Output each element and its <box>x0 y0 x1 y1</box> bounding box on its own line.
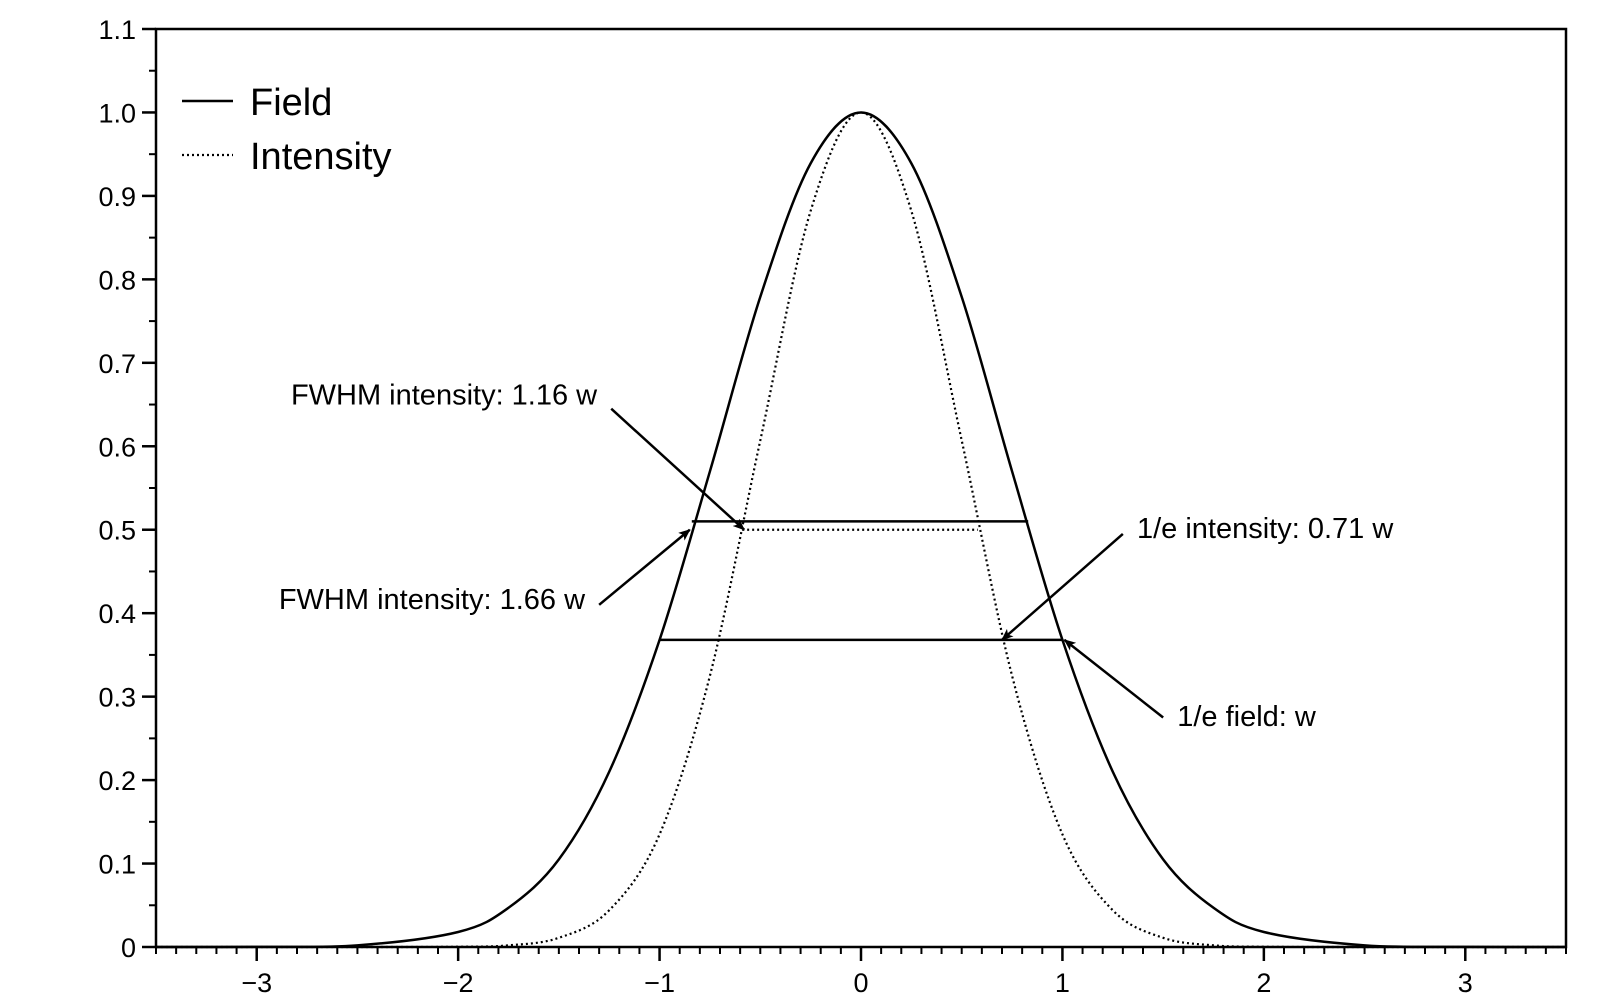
y-tick-label: 0 <box>121 933 136 963</box>
y-tick-label: 0.4 <box>98 599 136 629</box>
legend-label-field: Field <box>250 82 332 124</box>
series-layer <box>155 111 1567 949</box>
annotation-label: 1/e field: w <box>1177 701 1317 733</box>
annotation-arrow <box>610 407 746 531</box>
y-tick-label: 1.0 <box>98 98 136 128</box>
annotation-arrow <box>1001 532 1124 641</box>
x-tick-label: 2 <box>1256 968 1271 998</box>
x-tick-label: 1 <box>1055 968 1070 998</box>
annotation-label: FWHM intensity: 1.16 w <box>291 380 598 412</box>
x-tick-label: 3 <box>1458 968 1473 998</box>
x-tick-label: −1 <box>644 968 675 998</box>
y-tick-label: 0.3 <box>98 683 136 713</box>
legend: Field Intensity <box>182 82 392 178</box>
reference-lines <box>659 520 1063 642</box>
y-tick-label: 0.7 <box>98 349 136 379</box>
y-tick-label: 0.8 <box>98 265 136 295</box>
legend-label-intensity: Intensity <box>250 136 392 178</box>
annotation-layer: FWHM intensity: 1.16 w FWHM intensity: 1.… <box>279 380 1394 733</box>
series-field-line <box>155 111 1567 949</box>
annotation-arrow <box>598 528 691 606</box>
y-tick-label: 1.1 <box>98 15 136 45</box>
annotation-label: 1/e intensity: 0.71 w <box>1137 513 1394 545</box>
y-tick-label: 0.2 <box>98 766 136 796</box>
y-tick-label: 0.6 <box>98 432 136 462</box>
x-tick-label: −3 <box>241 968 272 998</box>
x-tick-label: 0 <box>853 968 868 998</box>
y-tick-label: 0.1 <box>98 850 136 880</box>
x-tick-label: −2 <box>443 968 474 998</box>
annotation-label: FWHM intensity: 1.66 w <box>279 584 586 616</box>
annotation-arrow <box>1063 638 1164 719</box>
y-tick-label: 0.5 <box>98 516 136 546</box>
axis-ticks: −3 −2 −1 0 1 2 3 0 0.1 0.2 0.3 0.4 0.5 0.6 0.7 0.8 0.9 1.… <box>98 15 1567 998</box>
y-tick-label: 0.9 <box>98 182 136 212</box>
